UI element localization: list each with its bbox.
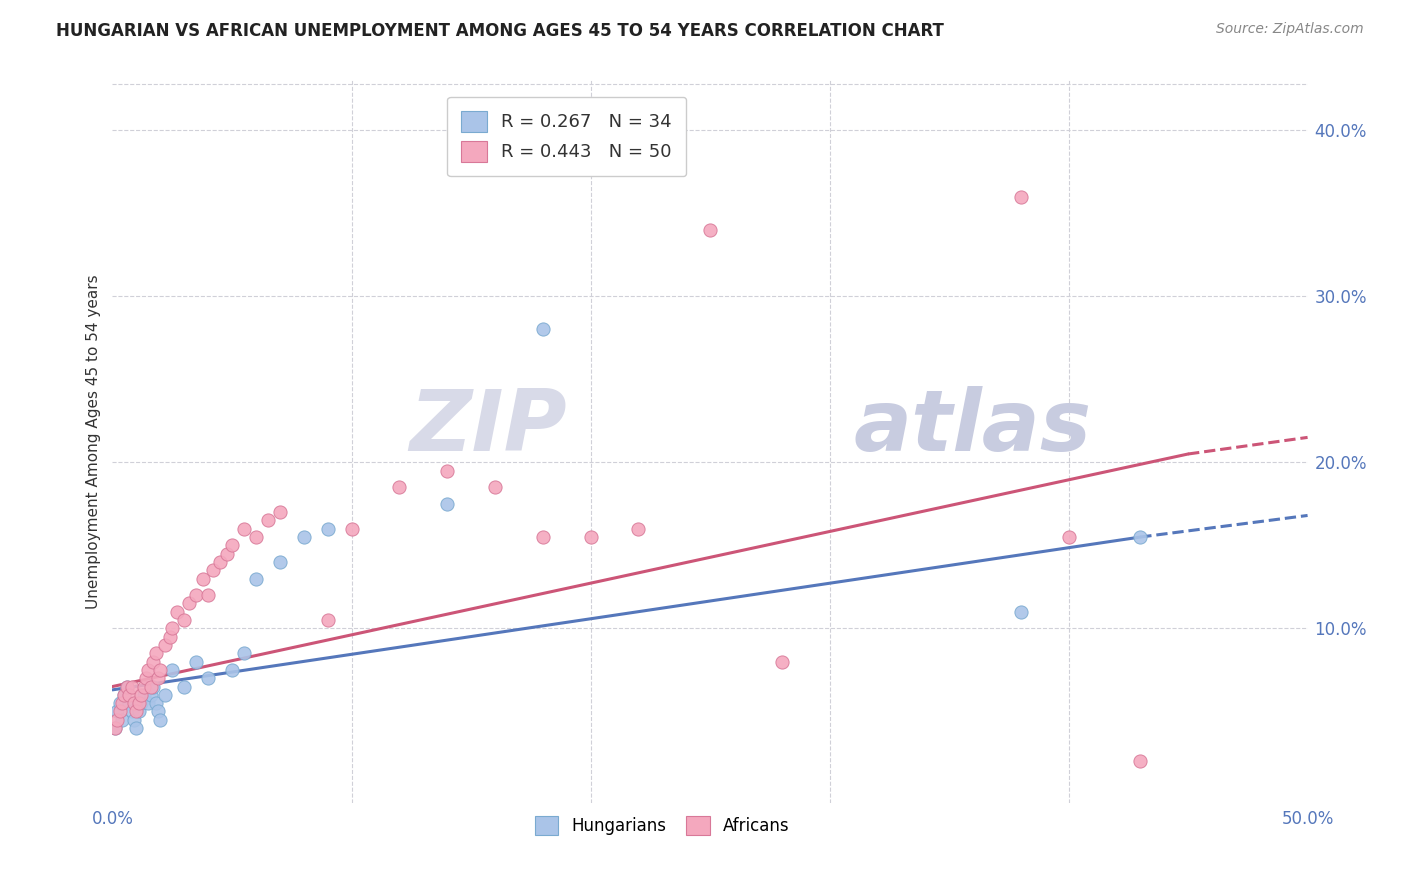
Point [269, 505, 291, 519]
Point [108, 705, 131, 719]
Point [436, 497, 458, 511]
Point [197, 671, 219, 685]
Point [146, 671, 169, 685]
Point [145, 696, 167, 710]
Point [153, 688, 176, 702]
Point [115, 680, 138, 694]
Point [132, 688, 155, 702]
Point [1010, 605, 1032, 619]
Point [162, 621, 183, 635]
Point [316, 522, 339, 536]
Point [1057, 530, 1080, 544]
Point [340, 522, 363, 536]
Point [292, 530, 315, 544]
Point [257, 513, 280, 527]
Point [138, 663, 160, 677]
Point [193, 572, 215, 586]
Point [138, 696, 160, 710]
Point [146, 705, 169, 719]
Point [108, 696, 131, 710]
Point [1010, 189, 1032, 203]
Point [118, 696, 141, 710]
Point [233, 522, 256, 536]
Point [111, 696, 134, 710]
Y-axis label: Unemployment Among Ages 45 to 54 years: Unemployment Among Ages 45 to 54 years [86, 274, 101, 609]
Point [104, 721, 127, 735]
Point [129, 696, 152, 710]
Point [627, 522, 650, 536]
Point [142, 680, 165, 694]
Point [173, 680, 195, 694]
Point [201, 563, 224, 577]
Point [221, 663, 243, 677]
Point [699, 223, 721, 237]
Point [139, 688, 162, 702]
Point [128, 696, 150, 710]
Point [531, 322, 554, 336]
Point [114, 688, 135, 702]
Text: Source: ZipAtlas.com: Source: ZipAtlas.com [1216, 22, 1364, 37]
Point [114, 688, 135, 702]
Text: HUNGARIAN VS AFRICAN UNEMPLOYMENT AMONG AGES 45 TO 54 YEARS CORRELATION CHART: HUNGARIAN VS AFRICAN UNEMPLOYMENT AMONG … [56, 22, 943, 40]
Point [436, 464, 458, 478]
Point [770, 655, 793, 669]
Point [1129, 530, 1152, 544]
Point [531, 530, 554, 544]
Point [217, 547, 239, 561]
Point [118, 688, 141, 702]
Point [104, 721, 127, 735]
Point [149, 713, 172, 727]
Point [579, 530, 602, 544]
Point [1129, 754, 1152, 768]
Point [197, 588, 219, 602]
Point [245, 530, 267, 544]
Point [139, 680, 162, 694]
Point [149, 663, 172, 677]
Point [135, 671, 157, 685]
Point [132, 680, 155, 694]
Point [105, 713, 128, 727]
Point [245, 572, 267, 586]
Point [159, 630, 181, 644]
Point [316, 613, 339, 627]
Point [142, 655, 165, 669]
Legend: Hungarians, Africans: Hungarians, Africans [524, 805, 800, 845]
Point [122, 713, 145, 727]
Point [105, 705, 128, 719]
Point [145, 646, 167, 660]
Point [269, 555, 291, 569]
Point [484, 480, 506, 494]
Point [129, 688, 152, 702]
Point [162, 663, 183, 677]
Point [128, 705, 150, 719]
Point [125, 705, 148, 719]
Point [115, 680, 138, 694]
Point [121, 705, 143, 719]
Point [233, 646, 256, 660]
Point [388, 480, 411, 494]
Text: atlas: atlas [853, 385, 1091, 468]
Point [186, 588, 208, 602]
Point [209, 555, 232, 569]
Point [221, 538, 243, 552]
Point [173, 613, 195, 627]
Point [122, 696, 145, 710]
Point [125, 721, 148, 735]
Point [177, 597, 200, 611]
Point [186, 655, 208, 669]
Text: ZIP: ZIP [409, 385, 567, 468]
Point [153, 638, 176, 652]
Point [121, 680, 143, 694]
Point [166, 605, 188, 619]
Point [111, 713, 134, 727]
